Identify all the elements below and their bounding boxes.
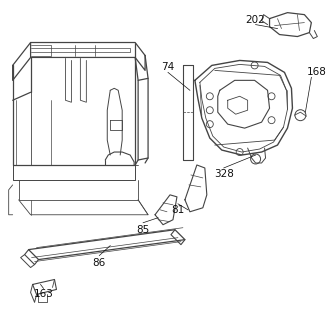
Text: 81: 81 [171,205,185,215]
Text: 328: 328 [214,169,234,179]
Text: 202: 202 [246,15,265,25]
Text: 85: 85 [136,225,150,235]
Text: 74: 74 [162,62,175,72]
Text: 168: 168 [307,68,326,77]
Text: 86: 86 [93,258,106,268]
Text: 163: 163 [33,289,54,300]
